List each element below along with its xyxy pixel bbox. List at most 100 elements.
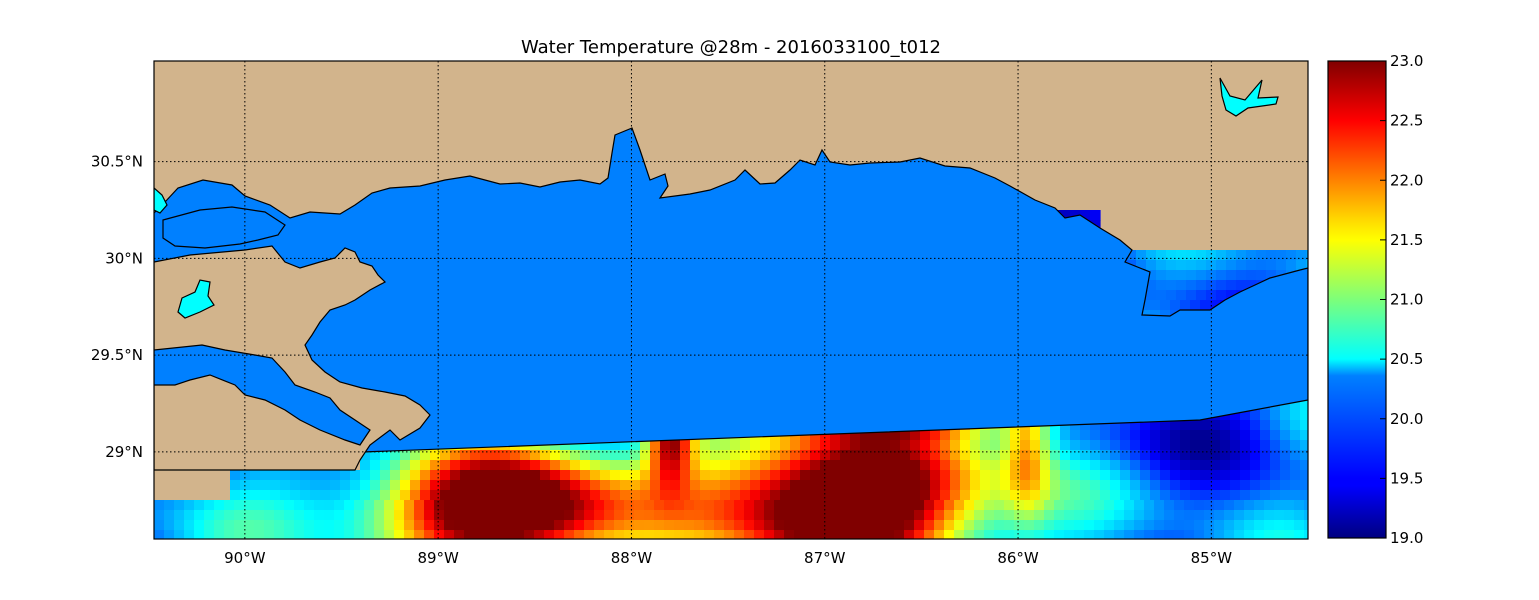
temperature-cell — [794, 500, 805, 511]
temperature-cell — [920, 480, 931, 491]
temperature-cell — [1280, 400, 1291, 411]
temperature-cell — [950, 470, 961, 481]
temperature-cell — [304, 500, 315, 511]
temperature-cell — [864, 510, 875, 521]
temperature-cell — [740, 450, 751, 461]
temperature-cell — [870, 430, 881, 441]
temperature-cell — [830, 470, 841, 481]
temperature-cell — [450, 460, 461, 471]
temperature-cell — [804, 510, 815, 521]
temperature-cell — [1230, 480, 1241, 491]
temperature-cell — [604, 500, 615, 511]
temperature-cell — [640, 450, 651, 461]
temperature-cell — [1080, 460, 1091, 471]
temperature-cell — [1266, 260, 1277, 271]
temperature-cell — [650, 460, 661, 471]
temperature-cell — [254, 520, 265, 531]
temperature-cell — [960, 460, 971, 471]
colorbar-ticks: 23.0 22.5 22.0 21.5 21.0 20.5 20.0 19.5 19.0 — [1380, 52, 1423, 547]
temperature-cell — [704, 510, 715, 521]
temperature-cell — [860, 430, 871, 441]
temperature-cell — [794, 510, 805, 521]
temperature-cell — [480, 490, 491, 501]
temperature-cell — [824, 530, 835, 539]
temperature-cell — [350, 480, 361, 491]
temperature-cell — [1100, 450, 1111, 461]
temperature-cell — [1266, 270, 1277, 281]
temperature-cell — [664, 520, 675, 531]
temperature-cell — [1206, 270, 1217, 281]
temperature-cell — [510, 450, 521, 461]
temperature-cell — [830, 460, 841, 471]
temperature-cell — [620, 450, 631, 461]
temperature-cell — [1030, 470, 1041, 481]
temperature-cell — [244, 520, 255, 531]
temperature-cell — [1214, 530, 1225, 539]
temperature-cell — [290, 470, 301, 481]
temperature-cell — [1176, 270, 1187, 281]
temperature-cell — [1080, 480, 1091, 491]
temperature-cell — [374, 520, 385, 531]
temperature-cell — [620, 470, 631, 481]
temperature-cell — [630, 470, 641, 481]
temperature-cell — [904, 500, 915, 511]
temperature-cell — [550, 460, 561, 471]
temperature-cell — [1254, 510, 1265, 521]
temperature-cell — [184, 510, 195, 521]
temperature-cell — [1160, 490, 1171, 501]
temperature-cell — [1194, 520, 1205, 531]
temperature-cell — [920, 440, 931, 451]
temperature-cell — [1004, 510, 1015, 521]
temperature-cell — [980, 490, 991, 501]
temperature-cell — [944, 520, 955, 531]
temperature-cell — [550, 440, 561, 451]
temperature-cell — [1166, 260, 1177, 271]
temperature-cell — [1176, 250, 1187, 261]
temperature-cell — [914, 530, 925, 539]
temperature-cell — [620, 480, 631, 491]
temperature-cell — [994, 500, 1005, 511]
temperature-cell — [334, 500, 345, 511]
temperature-cell — [990, 430, 1001, 441]
temperature-cell — [790, 440, 801, 451]
temperature-cell — [754, 520, 765, 531]
temperature-cell — [1290, 440, 1301, 451]
temperature-cell — [894, 500, 905, 511]
temperature-cell — [1084, 530, 1095, 539]
temperature-cell — [354, 510, 365, 521]
temperature-cell — [1270, 470, 1281, 481]
temperature-cell — [1074, 510, 1085, 521]
temperature-cell — [560, 480, 571, 491]
temperature-cell — [430, 480, 441, 491]
temperature-cell — [600, 440, 611, 451]
temperature-cell — [1226, 270, 1237, 281]
temperature-cell — [1050, 490, 1061, 501]
temperature-cell — [654, 520, 665, 531]
louisiana-delta-land — [154, 245, 431, 471]
temperature-cell — [554, 520, 565, 531]
temperature-cell — [1250, 450, 1261, 461]
temperature-cell — [414, 520, 425, 531]
temperature-cell — [510, 490, 521, 501]
temperature-cell — [860, 460, 871, 471]
temperature-cell — [684, 530, 695, 539]
temperature-cell — [1074, 500, 1085, 511]
lon-tick-label: 90°W — [224, 549, 266, 567]
temperature-cell — [1050, 430, 1061, 441]
temperature-cell — [984, 500, 995, 511]
temperature-cell — [644, 530, 655, 539]
temperature-cell — [870, 490, 881, 501]
temperature-cell — [294, 520, 305, 531]
temperature-cell — [594, 510, 605, 521]
temperature-cell — [424, 500, 435, 511]
lake-pontchartrain — [162, 206, 286, 249]
temperature-cell — [694, 500, 705, 511]
temperature-cell — [1186, 260, 1197, 271]
temperature-cell — [1266, 250, 1277, 261]
temperature-cell — [164, 510, 175, 521]
temperature-cell — [834, 500, 845, 511]
temperature-cell — [834, 510, 845, 521]
temperature-cell — [410, 490, 421, 501]
temperature-cell — [1140, 440, 1151, 451]
colorbar-tick-label: 23.0 — [1390, 52, 1423, 70]
